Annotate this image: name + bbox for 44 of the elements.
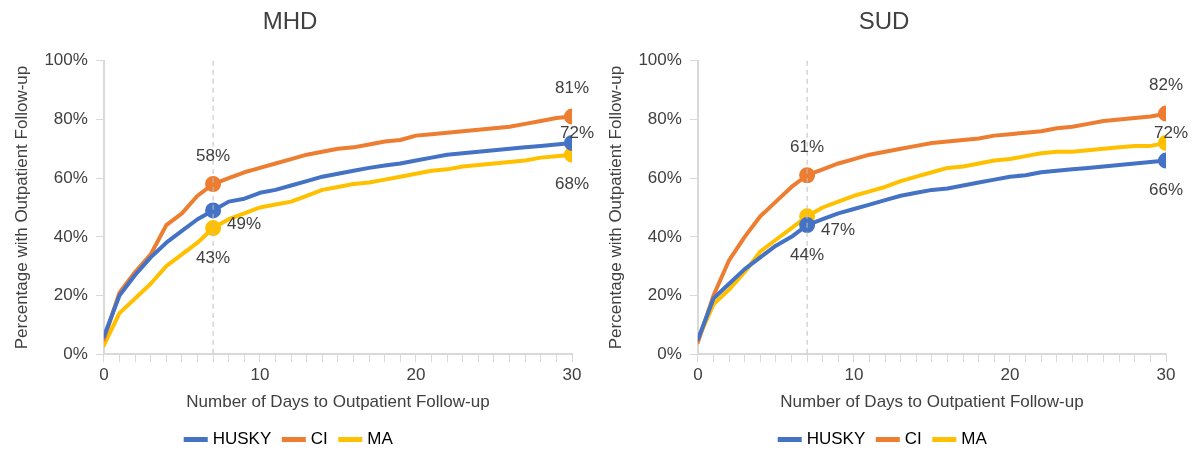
y-tick-label: 60% xyxy=(53,167,88,187)
y-axis-title: Percentage with Outpatient Follow-up xyxy=(11,65,31,350)
y-tick-label: 100% xyxy=(44,50,88,70)
data-label: 72% xyxy=(1154,122,1189,142)
y-tick-label: 0% xyxy=(63,343,88,363)
x-tick-label: 10 xyxy=(250,365,270,385)
legend-label: MA xyxy=(367,429,394,449)
y-tick-label: 100% xyxy=(638,50,682,70)
legend-label: CI xyxy=(310,429,328,449)
chart-title: SUD xyxy=(858,7,910,35)
x-tick-label: 10 xyxy=(844,365,864,385)
data-label: 44% xyxy=(790,244,825,264)
y-tick-label: 80% xyxy=(647,109,682,129)
y-tick-label: 20% xyxy=(647,285,682,305)
y-axis-title: Percentage with Outpatient Follow-up xyxy=(605,65,625,350)
y-tick-label: 20% xyxy=(53,285,88,305)
y-tick-label: 80% xyxy=(53,109,88,129)
data-label: 58% xyxy=(196,145,231,165)
y-tick-label: 40% xyxy=(647,226,682,246)
x-tick-label: 30 xyxy=(562,365,582,385)
data-label: 66% xyxy=(1148,180,1184,200)
x-tick-label: 0 xyxy=(693,365,703,385)
x-tick-label: 20 xyxy=(406,365,426,385)
legend-label: HUSKY xyxy=(806,429,866,449)
chart-title: MHD xyxy=(262,7,318,35)
data-label: 47% xyxy=(821,219,856,239)
legend-label: MA xyxy=(961,429,988,449)
x-tick-label: 20 xyxy=(1000,365,1020,385)
data-label: 68% xyxy=(554,174,590,194)
data-label: 72% xyxy=(560,122,595,142)
legend-label: HUSKY xyxy=(212,429,272,449)
data-label: 82% xyxy=(1148,75,1184,95)
x-axis-title: Number of Days to Outpatient Follow-up xyxy=(780,392,1084,412)
data-label: 43% xyxy=(196,247,231,267)
y-tick-label: 60% xyxy=(647,167,682,187)
x-tick-label: 0 xyxy=(99,365,109,385)
y-tick-label: 40% xyxy=(53,226,88,246)
legend-label: CI xyxy=(904,429,922,449)
data-label: 61% xyxy=(790,136,825,156)
x-axis-title: Number of Days to Outpatient Follow-up xyxy=(186,392,490,412)
y-tick-label: 0% xyxy=(657,343,682,363)
data-label: 49% xyxy=(227,214,262,234)
x-tick-label: 30 xyxy=(1156,365,1176,385)
data-label: 81% xyxy=(554,78,590,98)
